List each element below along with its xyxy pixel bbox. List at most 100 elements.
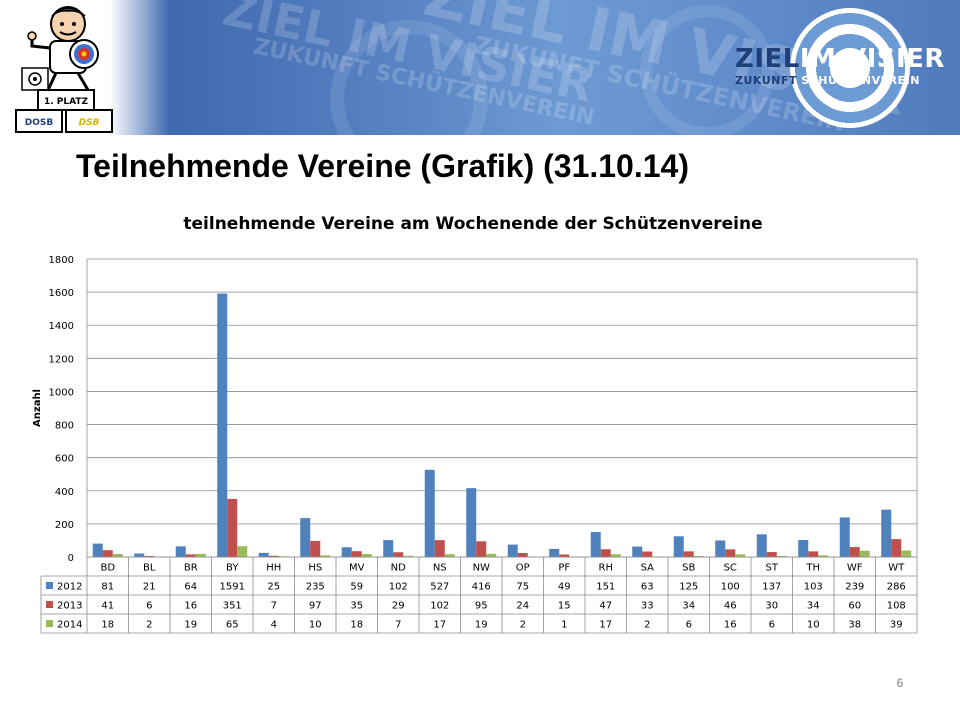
- bar-2012-SB: [673, 536, 684, 557]
- x-tick-label: SA: [641, 563, 655, 574]
- legend-swatch-2013: [46, 601, 53, 608]
- bar-2013-BD: [102, 550, 113, 557]
- data-label: 102: [389, 582, 408, 593]
- bar-2013-HS: [310, 540, 321, 557]
- data-label: 60: [848, 601, 861, 612]
- logo-word-ziel: ZIEL: [735, 44, 800, 74]
- data-label: 17: [433, 620, 446, 631]
- x-tick-label: RH: [599, 563, 613, 574]
- y-tick-label: 1400: [49, 321, 74, 332]
- data-label: 41: [101, 601, 114, 612]
- bar-2012-WF: [839, 517, 850, 557]
- header-banner: ZIEL IM VISIER ZUKUNFT SCHÜTZENVEREIN ZI…: [0, 0, 960, 135]
- bar-2013-OP: [517, 553, 528, 557]
- bar-2014-WF: [859, 550, 870, 557]
- bar-2014-TH: [818, 555, 829, 557]
- data-label: 59: [350, 582, 363, 593]
- x-tick-label: MV: [349, 563, 365, 574]
- data-label: 1591: [220, 582, 245, 593]
- bar-2013-SC: [725, 549, 736, 557]
- logo-word-schuetzenverein: SCHÜTZENVEREIN: [801, 74, 920, 87]
- x-tick-label: BD: [100, 563, 115, 574]
- data-label: 17: [599, 620, 612, 631]
- y-tick-label: 1200: [49, 354, 74, 365]
- data-label: 1: [561, 620, 567, 631]
- bar-2013-BR: [185, 554, 196, 557]
- page-title: Teilnehmende Vereine (Grafik) (31.10.14): [76, 148, 689, 184]
- bar-2013-HH: [268, 555, 279, 557]
- ziel-im-visier-logo: ZIELIM VISIER ZUKUNFT SCHÜTZENVEREIN: [735, 44, 955, 87]
- x-tick-label: BR: [184, 563, 198, 574]
- bar-2014-SB: [693, 556, 704, 557]
- data-label: 6: [769, 620, 775, 631]
- logo-word-im-visier: IM VISIER: [799, 44, 945, 74]
- bar-2014-ST: [776, 556, 787, 557]
- bar-2012-ST: [756, 534, 767, 557]
- bar-2013-TH: [808, 551, 819, 557]
- data-label: 10: [309, 620, 322, 631]
- data-label: 16: [724, 620, 737, 631]
- data-label: 108: [887, 601, 906, 612]
- x-tick-label: HH: [266, 563, 281, 574]
- data-label: 2: [146, 620, 152, 631]
- data-label: 21: [143, 582, 156, 593]
- data-label: 7: [271, 601, 277, 612]
- x-tick-label: WT: [888, 563, 905, 574]
- y-tick-label: 1800: [49, 255, 74, 266]
- data-label: 151: [596, 582, 615, 593]
- bar-2013-ND: [393, 552, 404, 557]
- data-label: 18: [101, 620, 114, 631]
- data-label: 95: [475, 601, 488, 612]
- mascot-logo-dsb: DSB: [79, 118, 100, 128]
- bar-2012-BD: [92, 543, 103, 557]
- legend-label: 2014: [57, 620, 82, 631]
- bar-2012-MV: [341, 547, 352, 557]
- legend-swatch-2012: [46, 582, 53, 589]
- data-label: 49: [558, 582, 571, 593]
- x-tick-label: SC: [724, 563, 737, 574]
- data-label: 4: [271, 620, 277, 631]
- bar-2014-BY: [237, 546, 248, 557]
- y-tick-label: 1000: [49, 387, 74, 398]
- data-label: 65: [226, 620, 239, 631]
- bar-2013-SB: [683, 551, 694, 557]
- data-label: 15: [558, 601, 571, 612]
- data-label: 18: [350, 620, 363, 631]
- x-tick-label: HS: [308, 563, 322, 574]
- mascot-badge-label: 1. PLATZ: [44, 97, 89, 107]
- bar-2012-NW: [466, 488, 477, 557]
- target-logo-icon: [790, 8, 910, 128]
- data-label: 81: [101, 582, 114, 593]
- data-label: 2: [644, 620, 650, 631]
- bar-2012-WT: [881, 509, 892, 557]
- bar-2014-NW: [486, 553, 497, 557]
- y-tick-label: 400: [55, 487, 74, 498]
- data-label: 63: [641, 582, 654, 593]
- y-tick-label: 200: [55, 520, 74, 531]
- data-label: 103: [804, 582, 823, 593]
- legend-label: 2012: [57, 582, 82, 593]
- bar-2012-TH: [798, 539, 809, 557]
- y-tick-label: 1600: [49, 288, 74, 299]
- x-tick-label: NS: [433, 563, 447, 574]
- data-label: 29: [392, 601, 405, 612]
- bar-2013-NS: [434, 540, 445, 557]
- data-label: 35: [350, 601, 363, 612]
- bar-2012-BY: [217, 293, 228, 557]
- data-label: 75: [516, 582, 529, 593]
- data-label: 286: [887, 582, 906, 593]
- data-label: 19: [184, 620, 197, 631]
- x-tick-label: SB: [682, 563, 695, 574]
- data-label: 125: [679, 582, 698, 593]
- data-label: 527: [430, 582, 449, 593]
- x-tick-label: BY: [226, 563, 239, 574]
- bar-2013-SA: [642, 551, 653, 557]
- data-label: 46: [724, 601, 737, 612]
- bar-2012-PF: [549, 548, 560, 557]
- bar-2012-BR: [175, 546, 186, 557]
- bar-2013-PF: [559, 554, 570, 557]
- bar-2014-MV: [361, 554, 372, 557]
- data-label: 33: [641, 601, 654, 612]
- legend-label: 2013: [57, 601, 82, 612]
- page-number: 6: [896, 676, 904, 690]
